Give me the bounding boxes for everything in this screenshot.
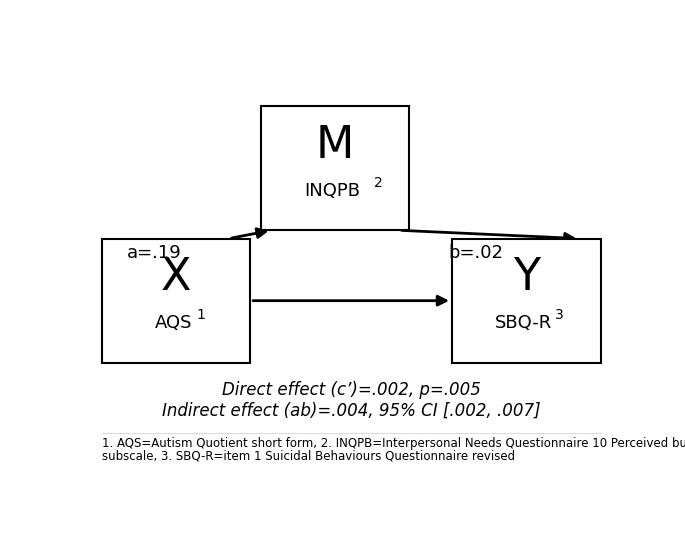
Text: 3: 3 [555, 308, 564, 322]
Text: SBQ-R: SBQ-R [495, 315, 552, 332]
Text: M: M [316, 124, 354, 167]
Text: 1. AQS=Autism Quotient short form, 2. INQPB=Interpersonal Needs Questionnaire 10: 1. AQS=Autism Quotient short form, 2. IN… [101, 437, 685, 450]
Text: AQS: AQS [155, 315, 192, 332]
Text: Y: Y [512, 257, 540, 300]
Text: X: X [160, 257, 191, 300]
Text: Direct effect (c’)=.002, p=.005: Direct effect (c’)=.002, p=.005 [222, 381, 480, 399]
Bar [261, 106, 410, 230]
Text: INQPB: INQPB [304, 182, 360, 200]
Text: a=.19: a=.19 [127, 244, 182, 262]
Text: b=.02: b=.02 [448, 244, 503, 262]
Text: subscale, 3. SBQ-R=item 1 Suicidal Behaviours Questionnaire revised: subscale, 3. SBQ-R=item 1 Suicidal Behav… [101, 450, 514, 463]
Bar [101, 238, 250, 363]
Bar [452, 238, 601, 363]
Text: 2: 2 [374, 175, 383, 189]
Text: Indirect effect (ab)=.004, 95% CI [.002, .007]: Indirect effect (ab)=.004, 95% CI [.002,… [162, 401, 540, 420]
Text: 1: 1 [197, 308, 205, 322]
